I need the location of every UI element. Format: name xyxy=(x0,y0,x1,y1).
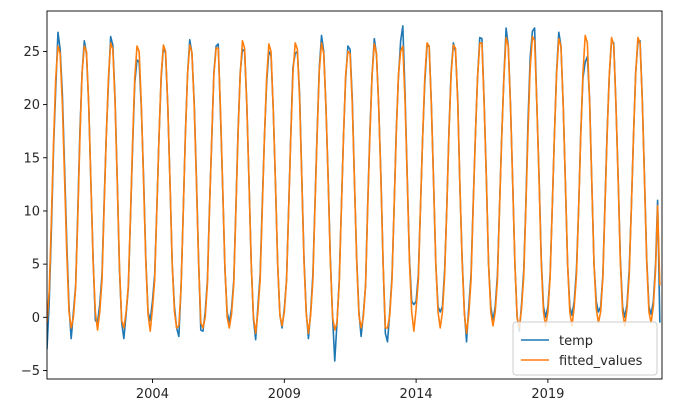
y-tick-label: 10 xyxy=(23,204,40,219)
plot-frame xyxy=(46,10,663,380)
y-tick-label: −5 xyxy=(21,364,40,379)
legend-box xyxy=(512,321,658,376)
x-tick-label: 2009 xyxy=(268,387,301,402)
x-tick-label: 2019 xyxy=(531,387,564,402)
y-tick-label: 0 xyxy=(32,311,40,326)
y-tick-label: 5 xyxy=(32,258,40,273)
legend-label-fitted-values: fitted_values xyxy=(559,354,643,369)
legend-label-temp: temp xyxy=(559,334,593,349)
series-line-fitted-values xyxy=(47,34,661,335)
y-tick-label: 20 xyxy=(23,98,40,113)
plot-lines xyxy=(47,25,661,362)
y-tick-label: 15 xyxy=(23,151,40,166)
axes: −5 0 5 10 15 20 25 2004 2009 2014 2019 xyxy=(21,10,663,402)
y-tick-label: 25 xyxy=(23,45,40,60)
legend: temp fitted_values xyxy=(512,321,658,376)
x-tick-label: 2014 xyxy=(400,387,433,402)
x-tick-label: 2004 xyxy=(136,387,169,402)
